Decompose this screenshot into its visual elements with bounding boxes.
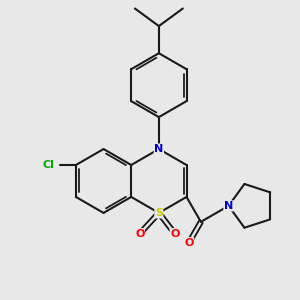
Text: N: N bbox=[154, 144, 164, 154]
Text: Cl: Cl bbox=[43, 160, 55, 170]
Text: O: O bbox=[184, 238, 194, 248]
Text: O: O bbox=[135, 229, 144, 239]
Text: O: O bbox=[170, 229, 179, 239]
Text: N: N bbox=[224, 201, 233, 211]
Text: S: S bbox=[155, 208, 163, 218]
